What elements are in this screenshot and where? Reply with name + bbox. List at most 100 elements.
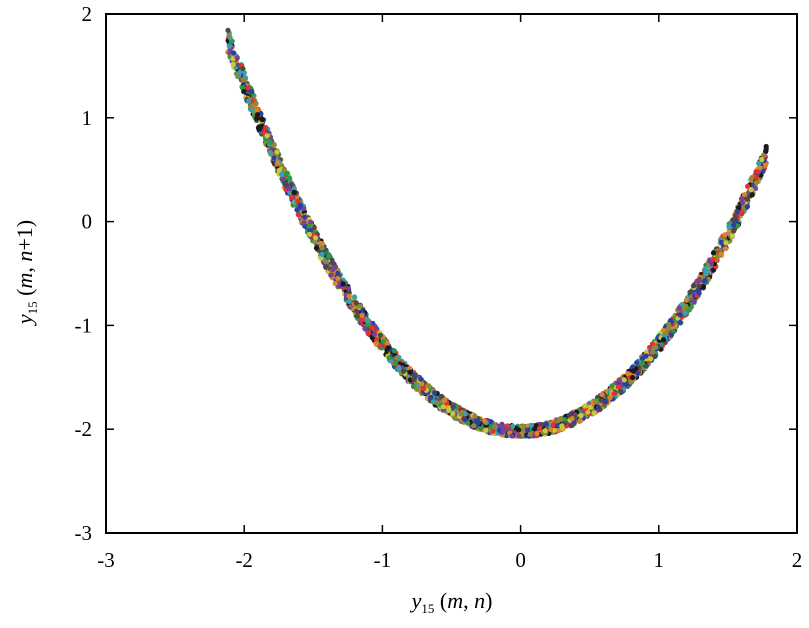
scatter-point: [325, 253, 332, 259]
y-axis-var: y: [12, 314, 37, 326]
scatter-point: [577, 418, 584, 424]
scatter-point: [336, 279, 342, 286]
scatter-point: [291, 189, 297, 195]
scatter-point: [411, 376, 417, 382]
scatter-point: [749, 192, 755, 198]
scatter-point: [426, 383, 432, 389]
scatter-point: [240, 77, 246, 83]
scatter-point: [722, 246, 729, 252]
scatter-point: [301, 220, 307, 226]
scatter-point: [323, 263, 329, 270]
x-tick-label: 1: [654, 548, 665, 572]
y-axis-sep: ,: [12, 262, 37, 273]
y-tick-label: -2: [75, 417, 93, 441]
scatter-point: [441, 397, 447, 403]
scatter-point: [421, 386, 427, 392]
x-tick-label: -3: [97, 548, 115, 572]
scatter-point: [718, 239, 724, 245]
scatter-point: [665, 326, 671, 332]
scatter-point: [525, 427, 531, 433]
x-axis-args-open: (: [434, 588, 447, 613]
scatter-point: [679, 302, 685, 308]
y-tick-label: -1: [75, 313, 93, 337]
y-tick-label: -3: [75, 521, 93, 545]
scatter-point: [691, 298, 697, 304]
scatter-point: [536, 425, 543, 431]
scatter-point: [668, 332, 675, 338]
scatter-point: [578, 413, 584, 419]
scatter-point: [528, 422, 534, 428]
scatter-point: [634, 360, 640, 366]
scatter-point: [289, 194, 295, 200]
scatter-point: [722, 232, 728, 238]
scatter-point: [254, 115, 260, 121]
scatter-points: [225, 27, 769, 439]
scatter-point: [739, 209, 745, 215]
scatter-point: [225, 27, 231, 33]
y-axis-sub: 15: [25, 301, 40, 314]
scatter-point: [414, 386, 420, 392]
scatter-point: [319, 241, 325, 247]
scatter-point: [226, 43, 232, 49]
scatter-point: [550, 421, 557, 428]
scatter-point: [313, 245, 320, 251]
scatter-point: [332, 280, 338, 286]
y-tick-label: 0: [82, 210, 93, 234]
scatter-point: [710, 250, 717, 256]
scatter-point: [591, 410, 597, 416]
scatter-point: [472, 413, 478, 419]
scatter-point: [516, 433, 522, 439]
x-tick-label: -2: [235, 548, 253, 572]
scatter-point: [739, 196, 745, 202]
scatter-point: [683, 297, 690, 303]
scatter-point: [702, 278, 708, 284]
x-axis-arg1: m: [447, 588, 463, 613]
scatter-point: [296, 212, 302, 218]
scatter-point: [245, 98, 252, 104]
scatter-point: [345, 285, 352, 292]
scatter-point: [340, 281, 346, 287]
scatter-point: [359, 312, 365, 318]
scatter-point: [279, 162, 285, 169]
x-axis-arg2: n: [474, 588, 485, 613]
scatter-point: [319, 245, 325, 251]
scatter-point: [294, 207, 300, 213]
scatter-point: [488, 419, 494, 425]
scatter-point: [369, 325, 375, 331]
scatter-point: [635, 370, 641, 376]
x-axis-sep: ,: [463, 588, 474, 613]
scatter-point: [696, 277, 702, 283]
scatter-point: [332, 264, 339, 270]
scatter-point: [271, 142, 277, 148]
scatter-point: [386, 355, 392, 361]
scatter-point: [288, 181, 294, 187]
scatter-point: [677, 319, 683, 325]
scatter-point: [643, 353, 649, 359]
scatter-point: [226, 32, 232, 39]
scatter-point: [615, 384, 622, 390]
scatter-point: [726, 224, 732, 230]
scatter-point: [385, 345, 391, 351]
scatter-point: [703, 265, 709, 271]
scatter-point: [555, 423, 561, 429]
scatter-point: [358, 317, 364, 323]
scatter-point: [744, 196, 750, 202]
scatter-point: [730, 217, 736, 223]
scatter-point: [335, 275, 341, 282]
scatter-point: [731, 228, 737, 234]
scatter-point: [440, 404, 446, 410]
scatter-point: [548, 426, 554, 433]
scatter-point: [744, 204, 751, 210]
scatter-point: [377, 332, 383, 338]
scatter-point: [346, 293, 352, 299]
scatter-point: [731, 222, 737, 228]
scatter-point: [760, 152, 767, 158]
scatter-point: [587, 404, 593, 410]
x-axis-var: y: [410, 588, 422, 613]
scatter-point: [353, 300, 359, 306]
scatter-point: [450, 411, 456, 417]
y-tick-label: 2: [82, 2, 93, 26]
scatter-point: [653, 344, 659, 350]
axis-ticks: -3 -2 -1 0 1 2 -3 -2 -1 0 1 2: [75, 2, 803, 572]
y-axis-arg2: n: [12, 251, 37, 262]
